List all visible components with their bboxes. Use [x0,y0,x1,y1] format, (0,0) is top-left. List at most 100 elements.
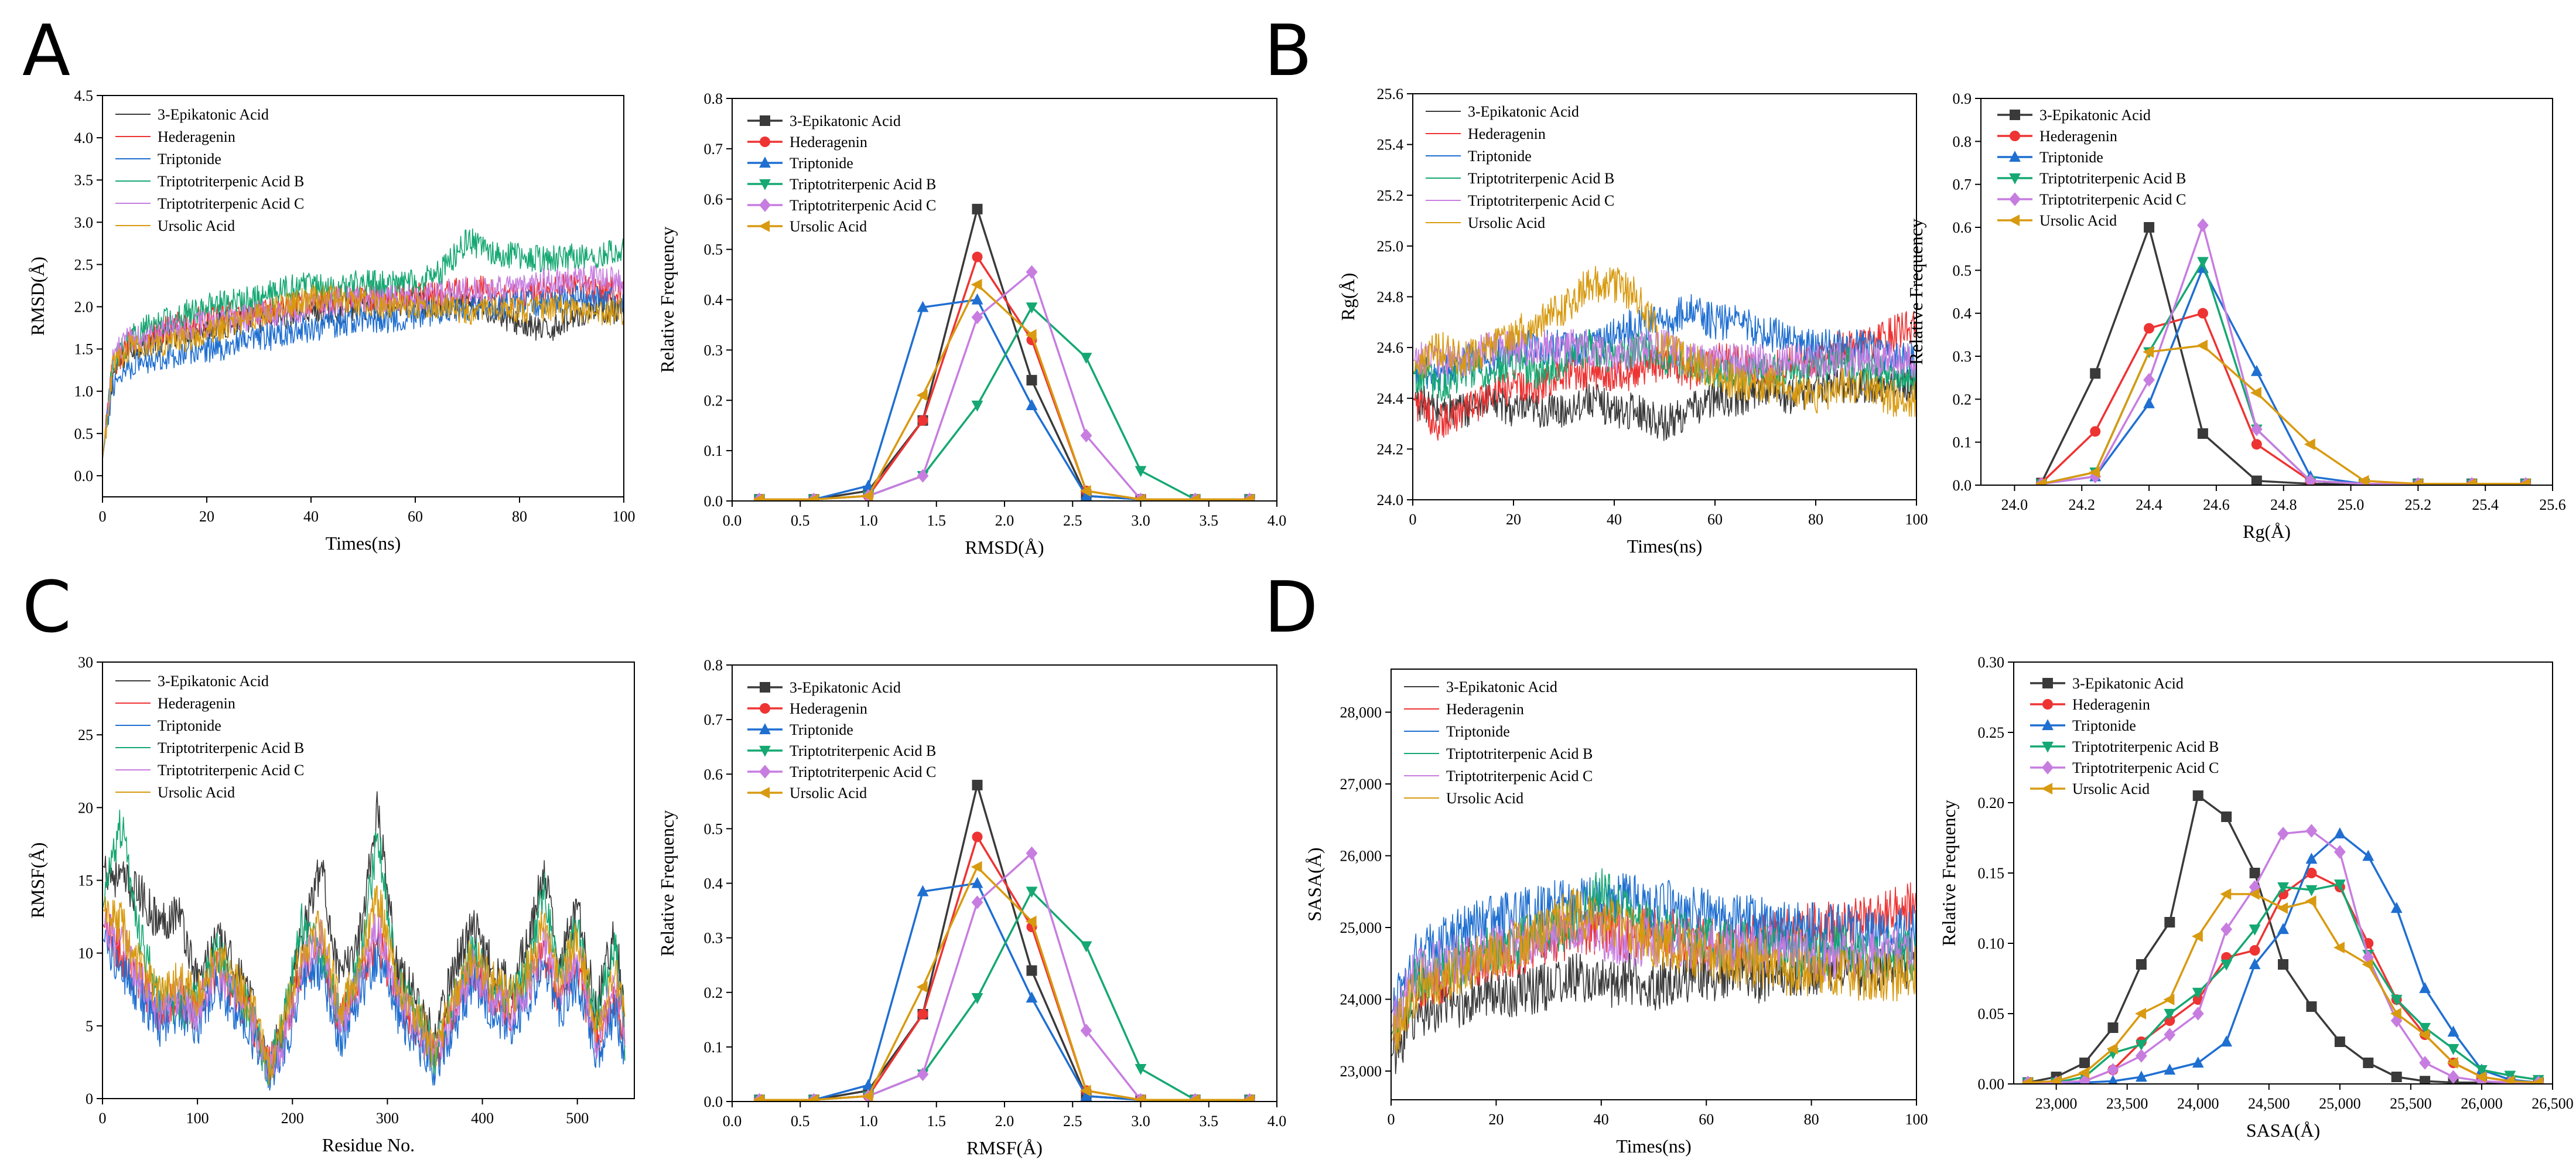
series-line-triptotriterpenic-acid-b [2028,883,2539,1084]
x-tick-label: 3.5 [1200,512,1219,529]
y-tick-label: 0.0 [704,1093,723,1110]
data-point-ursolic-acid [971,861,982,873]
y-axis-label: Relative Frequency [1905,219,1926,365]
data-point-triptotriterpenic-acid-b [1135,1064,1147,1075]
data-point-ursolic-acid [2503,1075,2515,1084]
data-point-triptotriterpenic-acid-b [2277,882,2289,894]
x-tick-label: 24.0 [2001,496,2028,513]
data-point-triptotriterpenic-acid-c [1026,846,1038,860]
legend-marker [760,703,770,714]
data-point-triptonide [2249,958,2261,970]
x-tick-label: 60 [1707,511,1723,528]
legend-label: Ursolic Acid [790,785,867,802]
legend-marker [760,682,770,693]
data-point-hederagenin [2164,1015,2175,1026]
legend-label: Hederagenin [2039,128,2117,145]
y-tick-label: 24.6 [1377,339,1404,356]
data-point-triptotriterpenic-acid-b [2476,1065,2488,1076]
y-tick-label: 0.0 [704,493,723,510]
data-point-hederagenin [2306,868,2317,878]
y-tick-label: 25.2 [1377,187,1404,204]
x-axis-label: Times(ns) [1616,1136,1692,1157]
x-tick-label: 1.5 [927,512,947,529]
x-tick-label: 100 [1905,1111,1928,1128]
y-axis-label: Relative Frequency [657,810,678,957]
y-tick-label: 0.3 [704,930,723,947]
data-point-hederagenin [2192,994,2203,1005]
data-point-triptotriterpenic-acid-b [2447,1044,2459,1055]
chart-c1: 0 100 200 300 400 500 0 5 10 15 20 25 30 Residue No. R… [27,654,635,1155]
series-group [1413,265,1916,441]
legend-label: Ursolic Acid [1446,790,1523,807]
legend-label: Triptotriterpenic Acid B [1446,745,1593,762]
x-tick-label: 20 [1506,511,1521,528]
data-point-ursolic-acid [2304,438,2315,451]
data-point-triptonide [1080,489,1092,501]
data-point-ursolic-acid [1188,1094,1200,1102]
legend-label: Ursolic Acid [2039,212,2117,229]
x-tick-label: 24.6 [2203,496,2230,513]
data-point-ursolic-acid [2475,1071,2487,1083]
x-tick-label: 400 [471,1110,494,1127]
y-tick-label: 0.15 [1978,865,2005,882]
y-tick-label: 0.10 [1978,935,2005,952]
data-point-hederagenin [917,415,928,426]
legend-marker [2042,699,2053,710]
data-point-3-epikatonic-acid [2363,1058,2374,1068]
legend-marker [2009,192,2021,206]
data-point-triptonide [971,877,983,888]
data-point-triptonide [2143,397,2155,408]
legend-marker [759,220,770,232]
data-point-ursolic-acid [2143,346,2154,358]
data-point-triptonide [917,885,929,896]
y-tick-label: 25 [78,727,93,744]
y-tick-label: 0.6 [704,191,723,208]
series-line-triptotriterpenic-acid-b [759,889,1250,1101]
series-line-ursolic-acid [759,865,1250,1101]
data-point-ursolic-acid [2021,1076,2033,1084]
y-tick-label: 0.3 [704,342,723,359]
x-axis-label: Residue No. [322,1134,415,1155]
data-point-triptotriterpenic-acid-c [2164,1028,2176,1042]
legend-label: Triptotriterpenic Acid B [790,742,936,759]
y-tick-label: 0.25 [1978,724,2005,741]
legend-marker [759,787,770,799]
data-point-triptonide [2334,827,2346,838]
data-point-triptonide [917,301,929,312]
data-point-3-epikatonic-acid [2251,475,2262,485]
data-point-triptonide [862,1079,874,1090]
data-point-ursolic-acid [1079,485,1091,497]
y-tick-label: 0.5 [74,425,94,442]
data-point-triptonide [2419,982,2431,993]
x-tick-label: 100 [1905,511,1928,528]
data-point-ursolic-acid [2519,478,2531,485]
x-tick-label: 100 [186,1110,209,1127]
x-tick-label: 1.0 [859,512,878,529]
data-point-3-epikatonic-acid [2192,790,2203,801]
data-point-triptonide [2277,923,2289,935]
data-point-ursolic-acid [2089,466,2100,478]
legend-label: Triptonide [790,155,853,172]
x-tick-label: 40 [1594,1111,1609,1128]
data-point-hederagenin [2144,323,2155,334]
data-point-ursolic-acid [2277,902,2288,914]
data-point-triptotriterpenic-acid-c [2419,1056,2431,1070]
y-axis-label: Relative Frequency [657,227,678,373]
y-tick-label: 0.4 [704,875,723,892]
chart-d2: 23,000 23,500 24,000 24,500 25,000 25,500 26,0… [1938,654,2574,1141]
data-point-ursolic-acid [2248,888,2260,900]
y-tick-label: 0.7 [704,711,723,728]
data-point-triptotriterpenic-acid-c [917,469,929,483]
y-tick-label: 24.8 [1377,289,1404,306]
y-tick-label: 25.0 [1377,238,1404,255]
data-point-triptotriterpenic-acid-c [2277,827,2289,841]
chart-b1: 0 20 40 60 80 100 24.0 24.2 24.4 24.6 24.8 25.0 25.2… [1337,86,1928,557]
data-point-ursolic-acid [1025,329,1037,341]
y-axis-label: RMSD(Å) [27,257,48,336]
y-tick-label: 0.5 [1953,262,1972,279]
x-tick-label: 23,500 [2106,1095,2148,1112]
legend: 3-Epikatonic Acid Hederagenin Triptonide Tr… [2030,675,2219,797]
x-axis-label: Times(ns) [1627,536,1703,557]
data-point-triptonide [1026,399,1038,410]
series-line-ursolic-acid [1413,265,1916,417]
